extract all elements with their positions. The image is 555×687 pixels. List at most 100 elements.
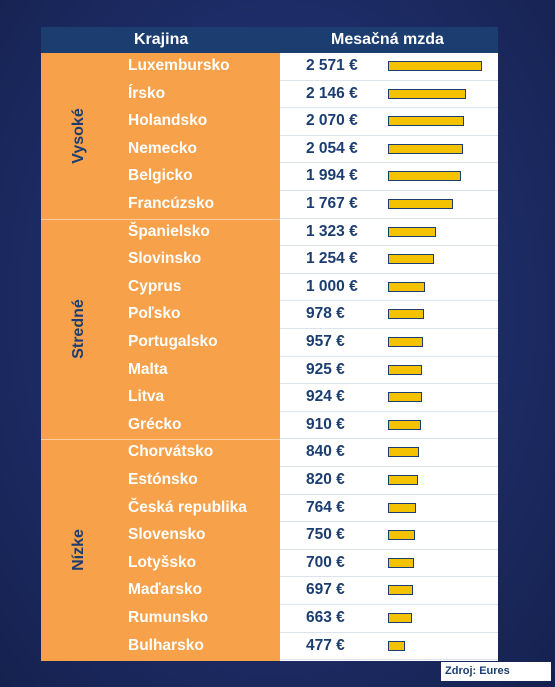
- wage-value: 663 €: [306, 609, 345, 626]
- row-divider: [280, 272, 498, 274]
- table-row: Portugalsko 957 €: [41, 329, 498, 357]
- table-row: Belgicko 1 994 €: [41, 163, 498, 191]
- wage-bar: [388, 143, 464, 154]
- wage-bar: [388, 530, 416, 541]
- country-column-header: Krajina: [134, 31, 189, 48]
- wage-column-header: Mesačná mzda: [331, 31, 444, 48]
- wage-table: Krajina Mesačná mzda Luxembursko 2 571 € Í…: [41, 27, 498, 661]
- wage-value: 2 070 €: [306, 112, 358, 130]
- wage-bar: [388, 88, 467, 99]
- row-divider: [280, 217, 498, 219]
- row-divider: [280, 245, 498, 247]
- country-label: Česká republika: [128, 498, 247, 516]
- wage-bar: [388, 392, 422, 403]
- wage-bar: [388, 419, 422, 430]
- row-divider: [280, 134, 498, 136]
- wage-bar: [388, 502, 416, 513]
- country-label: Nemecko: [128, 139, 197, 157]
- table-row: Litva 924 €: [41, 384, 498, 412]
- table-row: Írsko 2 146 €: [41, 81, 498, 109]
- country-label: Írsko: [128, 84, 166, 102]
- row-divider: [280, 410, 498, 412]
- wage-bar: [388, 640, 406, 651]
- country-label: Litva: [128, 388, 165, 406]
- country-label: Chorvátsko: [128, 443, 214, 461]
- row-divider: [280, 548, 498, 550]
- country-label: Poľsko: [128, 305, 181, 323]
- country-label: Luxembursko: [128, 57, 230, 74]
- country-label: Slovensko: [128, 526, 206, 544]
- wage-value: 700 €: [306, 553, 345, 571]
- source-note: Zdroj: Eures: [441, 662, 551, 681]
- table-row: Nemecko 2 054 €: [41, 136, 498, 164]
- table-row: Malta 925 €: [41, 357, 498, 385]
- table-row: Španielsko 1 323 €: [41, 219, 498, 247]
- group-divider: [41, 439, 280, 441]
- wage-value: 1 000 €: [306, 277, 358, 295]
- table-row: Slovinsko 1 254 €: [41, 246, 498, 274]
- row-divider: [280, 162, 498, 164]
- wage-bar: [388, 447, 419, 458]
- wage-bar: [388, 364, 422, 375]
- country-label: Bulharsko: [128, 636, 204, 654]
- table-row: Luxembursko 2 571 €: [41, 53, 498, 81]
- row-divider: [280, 327, 498, 329]
- country-label: Holandsko: [128, 112, 208, 130]
- country-label: Francúzsko: [128, 195, 215, 212]
- table-row: Poľsko 978 €: [41, 301, 498, 329]
- wage-bar: [388, 585, 414, 596]
- country-label: Belgicko: [128, 167, 193, 185]
- row-divider: [280, 659, 498, 661]
- table-row: Estónsko 820 €: [41, 467, 498, 495]
- wage-value: 925 €: [306, 360, 345, 378]
- row-divider: [280, 79, 498, 81]
- table-row: Grécko 910 €: [41, 412, 498, 440]
- wage-bar: [388, 116, 464, 127]
- country-label: Portugalsko: [128, 333, 218, 350]
- country-label: Rumunsko: [128, 609, 209, 626]
- group-label-text: Vysoké: [70, 108, 87, 164]
- wage-value: 820 €: [306, 471, 345, 488]
- group-label-text: Stredné: [70, 299, 87, 359]
- wage-bar: [388, 475, 418, 485]
- wage-value: 957 €: [306, 333, 345, 350]
- wage-value: 910 €: [306, 415, 345, 433]
- row-divider: [280, 383, 498, 385]
- group-label-text: Nízke: [70, 528, 87, 571]
- table-row: Cyprus 1 000 €: [41, 274, 498, 302]
- wage-value: 840 €: [306, 443, 345, 461]
- wage-bar: [388, 254, 434, 265]
- table-header: Krajina Mesačná mzda: [41, 27, 498, 53]
- wage-bar: [388, 199, 453, 209]
- table-row: Chorvátsko 840 €: [41, 439, 498, 467]
- wage-value: 1 323 €: [306, 222, 358, 240]
- table-row: Holandsko 2 070 €: [41, 108, 498, 136]
- wage-bar: [388, 613, 413, 623]
- wage-bar: [388, 281, 425, 292]
- wage-value: 1 254 €: [306, 250, 358, 268]
- row-divider: [280, 493, 498, 495]
- wage-bar: [388, 557, 414, 568]
- wage-value: 978 €: [306, 305, 345, 323]
- wage-value: 2 571 €: [306, 57, 358, 74]
- country-label-band: [41, 53, 280, 661]
- table-row: Maďarsko 697 €: [41, 577, 498, 605]
- table-row: Česká republika 764 €: [41, 495, 498, 523]
- row-divider: [280, 521, 498, 523]
- wage-bar: [388, 309, 424, 320]
- wage-value: 1 767 €: [306, 195, 358, 212]
- wage-bar: [388, 337, 423, 347]
- country-label: Maďarsko: [128, 581, 203, 599]
- country-label: Slovinsko: [128, 250, 202, 268]
- wage-value: 697 €: [306, 581, 345, 599]
- row-divider: [280, 355, 498, 357]
- country-label: Estónsko: [128, 471, 198, 488]
- wage-bar: [388, 61, 482, 71]
- wage-value: 750 €: [306, 526, 345, 544]
- wage-value: 2 146 €: [306, 84, 358, 102]
- table-row: Lotyšsko 700 €: [41, 550, 498, 578]
- wage-value: 1 994 €: [306, 167, 358, 185]
- country-label: Malta: [128, 360, 168, 378]
- row-divider: [280, 631, 498, 633]
- row-divider: [280, 603, 498, 605]
